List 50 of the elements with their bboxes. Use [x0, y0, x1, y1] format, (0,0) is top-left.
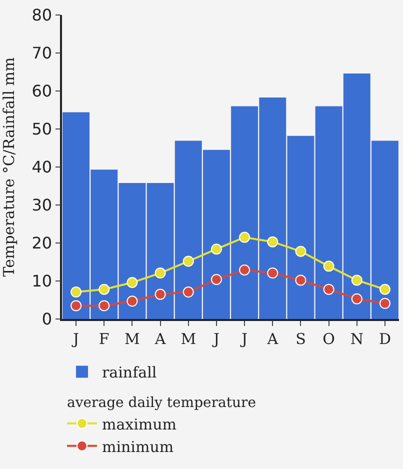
point — [351, 274, 362, 286]
x-tick-label: A — [266, 330, 278, 348]
point — [182, 256, 194, 267]
x-tick-label: J — [71, 330, 80, 348]
x-tick-label: J — [240, 330, 248, 348]
legend-label: minimum — [102, 438, 174, 456]
x-tick-label: A — [154, 330, 166, 348]
point — [210, 244, 222, 255]
point — [126, 296, 138, 307]
point — [70, 286, 82, 298]
y-tick-label: 60 — [32, 82, 52, 101]
point — [154, 288, 166, 300]
point — [379, 298, 390, 309]
y-tick-label: 30 — [32, 196, 52, 215]
point — [267, 268, 278, 279]
x-tick-label: M — [124, 330, 140, 348]
y-tick-label: 10 — [32, 272, 52, 291]
y-tick-label: 40 — [32, 158, 52, 177]
x-tick-label: M — [180, 330, 196, 348]
x-tick-label: D — [378, 330, 391, 348]
point — [98, 284, 110, 295]
point — [323, 260, 334, 272]
point — [98, 300, 110, 312]
legend-label: rainfall — [102, 364, 157, 382]
y-axis-title: Temperature °C/Rainfall mm — [0, 57, 18, 277]
point — [295, 274, 306, 286]
point — [239, 232, 250, 243]
x-tick-label: O — [322, 330, 335, 348]
point — [351, 293, 362, 304]
legend-label: maximum — [102, 415, 177, 434]
point — [379, 284, 390, 295]
legend-title: average daily temperature — [67, 395, 256, 412]
y-tick-label: 20 — [32, 234, 52, 253]
y-tick-label: 0 — [42, 310, 52, 329]
point — [239, 264, 250, 276]
x-tick-label: N — [350, 330, 364, 348]
point — [295, 246, 306, 257]
point — [126, 277, 138, 288]
y-tick-label: 80 — [32, 6, 52, 25]
point — [182, 286, 194, 298]
point — [154, 268, 166, 279]
point — [323, 284, 334, 295]
point — [267, 236, 278, 248]
x-tick-label: J — [211, 330, 220, 348]
point — [70, 300, 82, 312]
x-tick-label: F — [98, 330, 110, 348]
x-tick-label: S — [296, 330, 306, 348]
y-tick-label: 50 — [32, 120, 52, 139]
y-tick-label: 70 — [32, 44, 52, 63]
point — [210, 274, 222, 285]
